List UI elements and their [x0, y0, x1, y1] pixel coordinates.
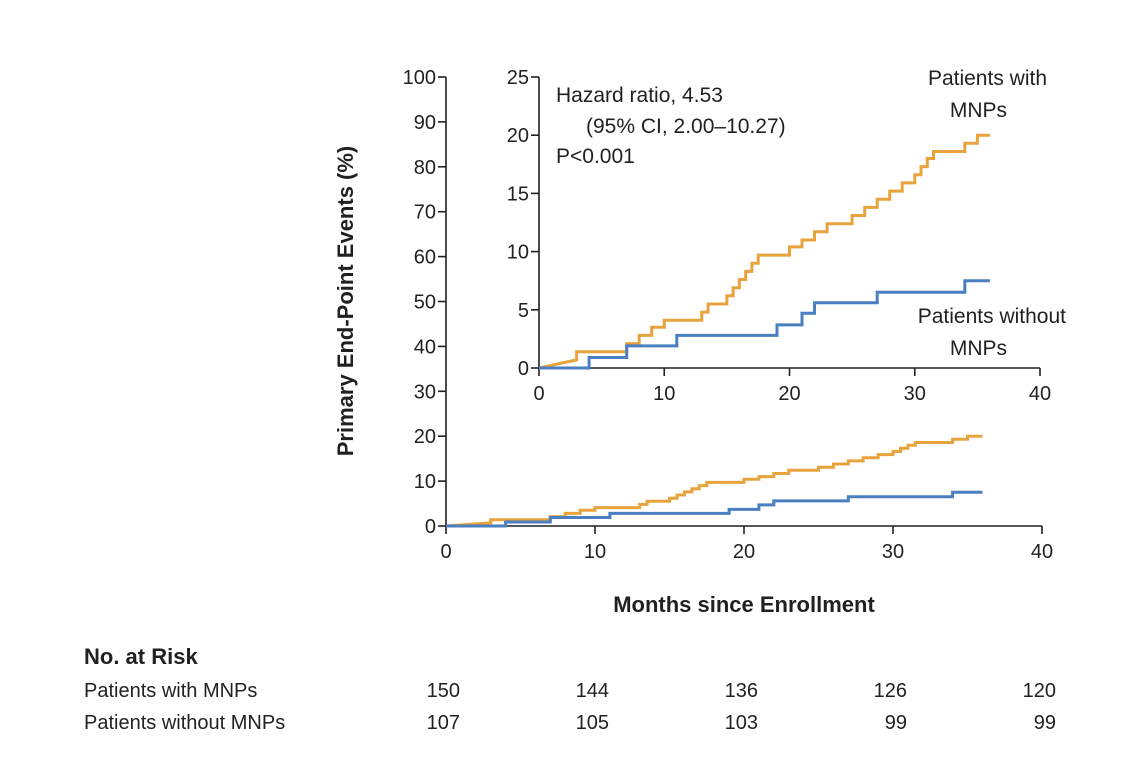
inset-axes: 0 5 10 15 20 25 0 10 20 30 40 [507, 67, 1051, 405]
inset-y-tick-label: 5 [518, 300, 529, 322]
risk-value: 120 [1023, 680, 1056, 702]
inset-x-tick-label: 0 [533, 383, 544, 405]
inset-chart: 0 5 10 15 20 25 0 10 20 30 40 Hazard ratio, 4.53 (… [499, 65, 1066, 407]
main-series-group [445, 434, 983, 528]
inset-series-group [538, 133, 990, 370]
main-y-tick-label: 20 [414, 426, 436, 448]
risk-value: 99 [885, 712, 907, 734]
main-y-tick-label: 30 [414, 381, 436, 403]
series-label-without-line2: MNPs [950, 337, 1007, 360]
main-y-tick-label: 60 [414, 247, 436, 269]
risk-table-title: No. at Risk [84, 644, 198, 669]
inset-y-tick-label: 20 [507, 125, 529, 147]
risk-row-label-without: Patients without MNPs [84, 712, 285, 734]
inset-series-with [538, 133, 990, 370]
risk-value: 103 [725, 712, 758, 734]
main-x-tick-label: 30 [882, 541, 904, 563]
main-x-tick-label: 20 [733, 541, 755, 563]
risk-row-label-with: Patients with MNPs [84, 680, 257, 702]
number-at-risk-table: No. at Risk Patients with MNPs Patients … [84, 644, 1056, 734]
risk-value: 107 [427, 712, 460, 734]
risk-value: 144 [576, 680, 609, 702]
x-axis-title: Months since Enrollment [613, 592, 875, 617]
hazard-ratio-annotation: Hazard ratio, 4.53 [556, 84, 723, 107]
inset-y-tick-label: 25 [507, 67, 529, 89]
series-label-without-line1: Patients without [918, 305, 1066, 328]
inset-series-without [539, 279, 990, 370]
inset-y-tick-label: 0 [518, 358, 529, 380]
series-label-with-line2: MNPs [950, 99, 1007, 122]
inset-y-tick-label: 15 [507, 183, 529, 205]
inset-x-tick-label: 10 [653, 383, 675, 405]
inset-background [499, 65, 1059, 407]
main-y-tick-label: 0 [425, 516, 436, 538]
inset-y-tick-label: 10 [507, 242, 529, 264]
main-series-without [446, 490, 983, 528]
y-axis-title: Primary End-Point Events (%) [333, 146, 358, 457]
main-y-tick-label: 80 [414, 157, 436, 179]
main-x-tick-label: 10 [584, 541, 606, 563]
inset-x-tick-label: 20 [778, 383, 800, 405]
risk-value: 136 [725, 680, 758, 702]
risk-value: 126 [874, 680, 907, 702]
main-y-tick-label: 50 [414, 292, 436, 314]
risk-value: 105 [576, 712, 609, 734]
inset-x-tick-label: 30 [904, 383, 926, 405]
risk-value: 99 [1034, 712, 1056, 734]
risk-value: 150 [427, 680, 460, 702]
main-y-tick-label: 100 [403, 67, 436, 89]
main-x-tick-label: 0 [440, 541, 451, 563]
main-x-tick-label: 40 [1031, 541, 1053, 563]
inset-x-tick-label: 40 [1029, 383, 1051, 405]
main-y-tick-label: 40 [414, 336, 436, 358]
p-value-annotation: P<0.001 [556, 145, 635, 168]
confidence-interval-annotation: (95% CI, 2.00–10.27) [586, 115, 786, 138]
series-label-with-line1: Patients with [928, 67, 1047, 90]
main-series-with [445, 434, 983, 528]
main-y-tick-label: 70 [414, 202, 436, 224]
main-y-tick-label: 10 [414, 471, 436, 493]
main-y-tick-label: 90 [414, 112, 436, 134]
risk-values: 150 144 136 126 120 107 105 103 99 99 [427, 680, 1056, 734]
